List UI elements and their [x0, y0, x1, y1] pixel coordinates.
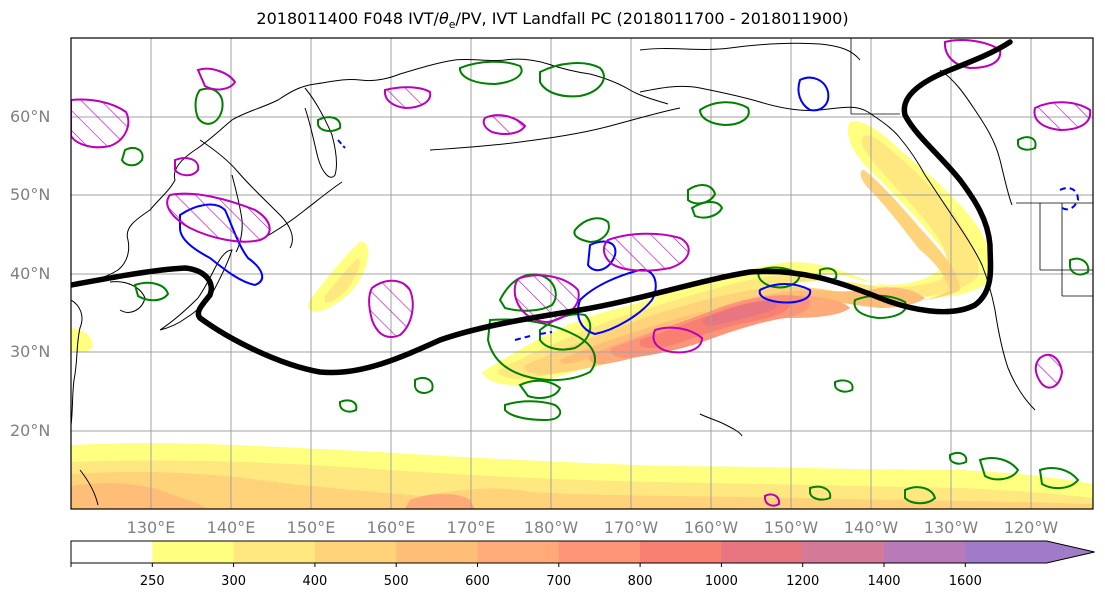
coast-alaska — [639, 85, 1036, 411]
lon-label-140w: 140°W — [843, 518, 899, 537]
coast-bc — [939, 69, 1013, 206]
coast-philippines — [79, 469, 99, 506]
lon-label-160e: 160°E — [366, 518, 416, 537]
colorbar-tick-label: 600 — [465, 574, 490, 589]
coast-aleutians — [429, 107, 681, 151]
coast-kuril — [259, 181, 343, 241]
lat-label-30n: 30°N — [10, 342, 51, 361]
lat-label-50n: 50°N — [10, 185, 51, 204]
lon-label-170e: 170°E — [446, 518, 496, 537]
coast-asia — [71, 58, 669, 287]
lat-label-20n: 20°N — [10, 421, 51, 440]
lon-label-180w: 180°W — [523, 518, 579, 537]
colorbar-tick-label: 300 — [221, 574, 247, 589]
lon-label-130w: 130°W — [923, 518, 979, 537]
ivt-ar-1200 — [702, 300, 777, 326]
ivt-tropical-500 — [71, 483, 210, 509]
ivt-shading — [71, 121, 1093, 509]
lon-label-150e: 150°E — [286, 518, 336, 537]
lon-label-120w: 120°W — [1003, 518, 1059, 537]
colorbar-tick-label: 400 — [302, 574, 328, 589]
colorbar-tick-label: 1200 — [786, 574, 820, 589]
map-frame — [70, 37, 1094, 510]
colorbar-tick-label: 1400 — [867, 574, 901, 589]
theta-symbol: θ — [438, 9, 449, 28]
ivt-tropical-400 — [71, 472, 1093, 509]
lon-label-170w: 170°W — [603, 518, 659, 537]
lon-label-150w: 150°W — [763, 518, 819, 537]
lon-label-140e: 140°E — [206, 518, 256, 537]
colorbar-tick-label: 800 — [627, 574, 653, 589]
political-borders — [850, 38, 1093, 297]
lat-label-60n: 60°N — [10, 107, 51, 126]
colorbar-tick-label: 1000 — [704, 574, 738, 589]
lon-label-160w: 160°W — [683, 518, 739, 537]
coast-okhotsk — [199, 139, 293, 249]
lon-label-130e: 130°E — [126, 518, 176, 537]
colorbar-tick-label: 1600 — [948, 574, 982, 589]
ivt-tropical-600 — [405, 494, 475, 509]
coastlines — [71, 42, 1036, 506]
ivt-ar-300 — [498, 135, 979, 379]
coast-hawaii — [699, 413, 743, 437]
coast-kamchatka — [304, 87, 337, 178]
ivt-landfall-pc-line — [71, 39, 1013, 376]
ivt-ar-250 — [482, 121, 993, 386]
coast-alaska-north — [639, 42, 861, 61]
theta-subscript: e — [448, 18, 456, 32]
coast-china — [71, 299, 83, 426]
colorbar-tick-label: 700 — [546, 574, 572, 589]
plot-title: 2018011400 F048 IVT/θe/PV, IVT Landfall … — [256, 9, 849, 32]
ivt-ar-400 — [524, 170, 960, 374]
colorbar-tick-label: 250 — [139, 574, 165, 589]
ivt-patch-3 — [71, 328, 93, 353]
coast-korea — [109, 281, 146, 313]
ivt-patch-2 — [325, 258, 360, 303]
lat-label-40n: 40°N — [10, 264, 51, 283]
ivt-patch-1 — [307, 241, 369, 312]
coast-japan — [159, 249, 233, 331]
colorbar-tick-label: 500 — [383, 574, 409, 589]
